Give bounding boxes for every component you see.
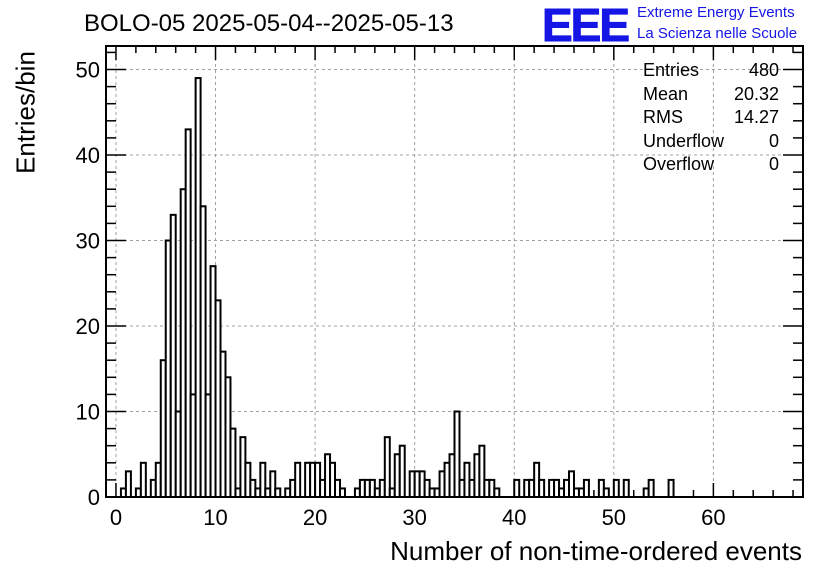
- x-axis-label: Number of non-time-ordered events: [390, 536, 802, 566]
- histogram-bin: [338, 487, 346, 498]
- stat-value: 480: [748, 60, 779, 80]
- stat-value: 14.27: [733, 107, 779, 127]
- y-tick-label: 20: [76, 314, 100, 339]
- histogram-bin: [602, 487, 610, 498]
- histogram-bin: [622, 478, 630, 499]
- histogram-bin: [229, 427, 237, 498]
- stat-label: Entries: [643, 60, 700, 80]
- y-tick-label: 50: [76, 58, 100, 83]
- y-tick-label: 30: [76, 229, 100, 254]
- logo-line-2: La Scienza nelle Scuole: [637, 25, 798, 42]
- histogram-bin: [124, 470, 132, 498]
- histogram-bin: [538, 478, 546, 499]
- chart-title: BOLO-05 2025-05-04--2025-05-13: [84, 10, 454, 37]
- x-tick-label: 20: [303, 505, 327, 530]
- stat-value: 0: [768, 130, 779, 151]
- y-tick-label: 0: [88, 485, 100, 510]
- histogram-bin: [139, 461, 147, 498]
- stat-row-rms: RMS 14.27: [643, 106, 779, 130]
- stat-label: Overflow: [643, 154, 715, 174]
- x-tick-label: 50: [602, 505, 626, 530]
- stat-row-mean: Mean 20.32: [643, 83, 779, 107]
- y-tick-label: 40: [76, 143, 100, 168]
- y-tick-label: 10: [76, 400, 100, 425]
- stat-row-underflow: Underflow 0: [643, 130, 779, 154]
- stat-value: 0: [768, 154, 779, 174]
- x-tick-label: 60: [701, 505, 725, 530]
- histogram-bin: [582, 478, 590, 499]
- histogram-bin: [398, 444, 406, 498]
- stat-value: 20.32: [733, 83, 779, 104]
- x-tick-label: 10: [203, 505, 227, 530]
- stats-box: Entries 480 Mean 20.32 RMS 14.27 Underfl…: [643, 59, 779, 177]
- x-tick-label: 0: [110, 505, 122, 530]
- stat-label: RMS: [643, 107, 683, 127]
- stat-row-overflow: Overflow 0: [643, 153, 779, 177]
- stat-label: Mean: [643, 83, 689, 104]
- x-tick-label: 30: [402, 505, 426, 530]
- x-tick-label: 40: [502, 505, 526, 530]
- logo-line-1: Extreme Energy Events: [637, 4, 795, 21]
- y-axis-label: Entries/bin: [10, 51, 41, 174]
- stat-row-entries: Entries 480: [643, 59, 779, 83]
- eee-logo: EEE: [541, 0, 630, 51]
- stat-label: Underflow: [643, 130, 725, 151]
